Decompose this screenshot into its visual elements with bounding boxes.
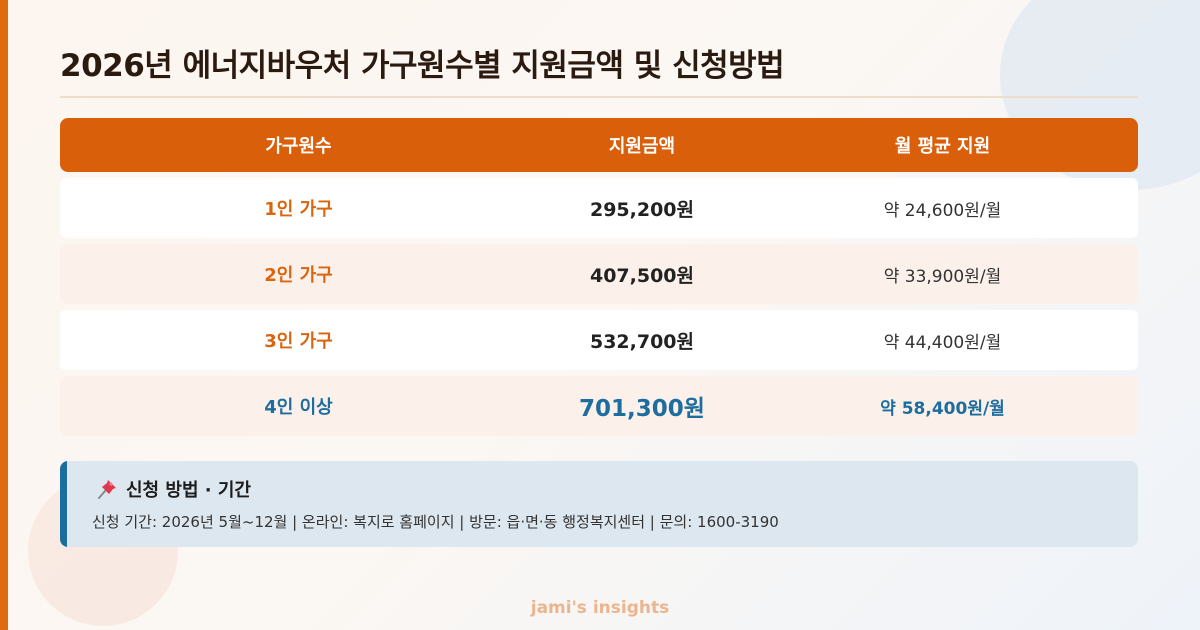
- info-title: 신청 방법 · 기간: [126, 480, 251, 501]
- header-support-amount: 지원금액: [608, 136, 676, 157]
- support-amount-cell: 532,700원: [589, 330, 695, 353]
- info-heading: 신청 방법 · 기간: [96, 476, 251, 502]
- table-row: 2인 가구 407,500원 약 33,900원/월: [60, 244, 1138, 304]
- page-title: 2026년 에너지바우처 가구원수별 지원금액 및 신청방법: [60, 48, 785, 84]
- title-divider: [60, 96, 1138, 98]
- support-amount-cell: 295,200원: [589, 198, 695, 221]
- monthly-average-cell: 약 58,400원/월: [880, 398, 1005, 419]
- table-row: 1인 가구 295,200원 약 24,600원/월: [60, 178, 1138, 238]
- monthly-average-cell: 약 33,900원/월: [883, 266, 1002, 287]
- header-monthly-average: 월 평균 지원: [894, 136, 991, 157]
- household-size-cell: 3인 가구: [264, 331, 333, 352]
- monthly-average-cell: 약 24,600원/월: [883, 200, 1002, 221]
- household-size-cell: 2인 가구: [264, 265, 333, 286]
- pushpin-icon: [96, 478, 118, 500]
- support-amount-cell: 701,300원: [579, 396, 705, 422]
- support-amount-cell: 407,500원: [589, 264, 695, 287]
- monthly-average-cell: 약 44,400원/월: [883, 332, 1002, 353]
- table-row: 3인 가구 532,700원 약 44,400원/월: [60, 310, 1138, 370]
- table-row-highlighted: 4인 이상 701,300원 약 58,400원/월: [60, 376, 1138, 436]
- left-accent-bar: [0, 0, 8, 630]
- info-accent-bar: [60, 461, 67, 547]
- table-header-row: 가구원수 지원금액 월 평균 지원: [60, 118, 1138, 172]
- footer-brand: jami's insights: [530, 598, 670, 618]
- info-description: 신청 기간: 2026년 5월~12월 | 온라인: 복지로 홈페이지 | 방문…: [92, 513, 779, 531]
- application-info-box: 신청 방법 · 기간 신청 기간: 2026년 5월~12월 | 온라인: 복지…: [60, 461, 1138, 547]
- household-size-cell: 4인 이상: [264, 397, 333, 418]
- household-size-cell: 1인 가구: [264, 199, 333, 220]
- support-amount-table: 가구원수 지원금액 월 평균 지원 1인 가구 295,200원 약 24,60…: [60, 118, 1138, 442]
- header-household-size: 가구원수: [265, 136, 332, 157]
